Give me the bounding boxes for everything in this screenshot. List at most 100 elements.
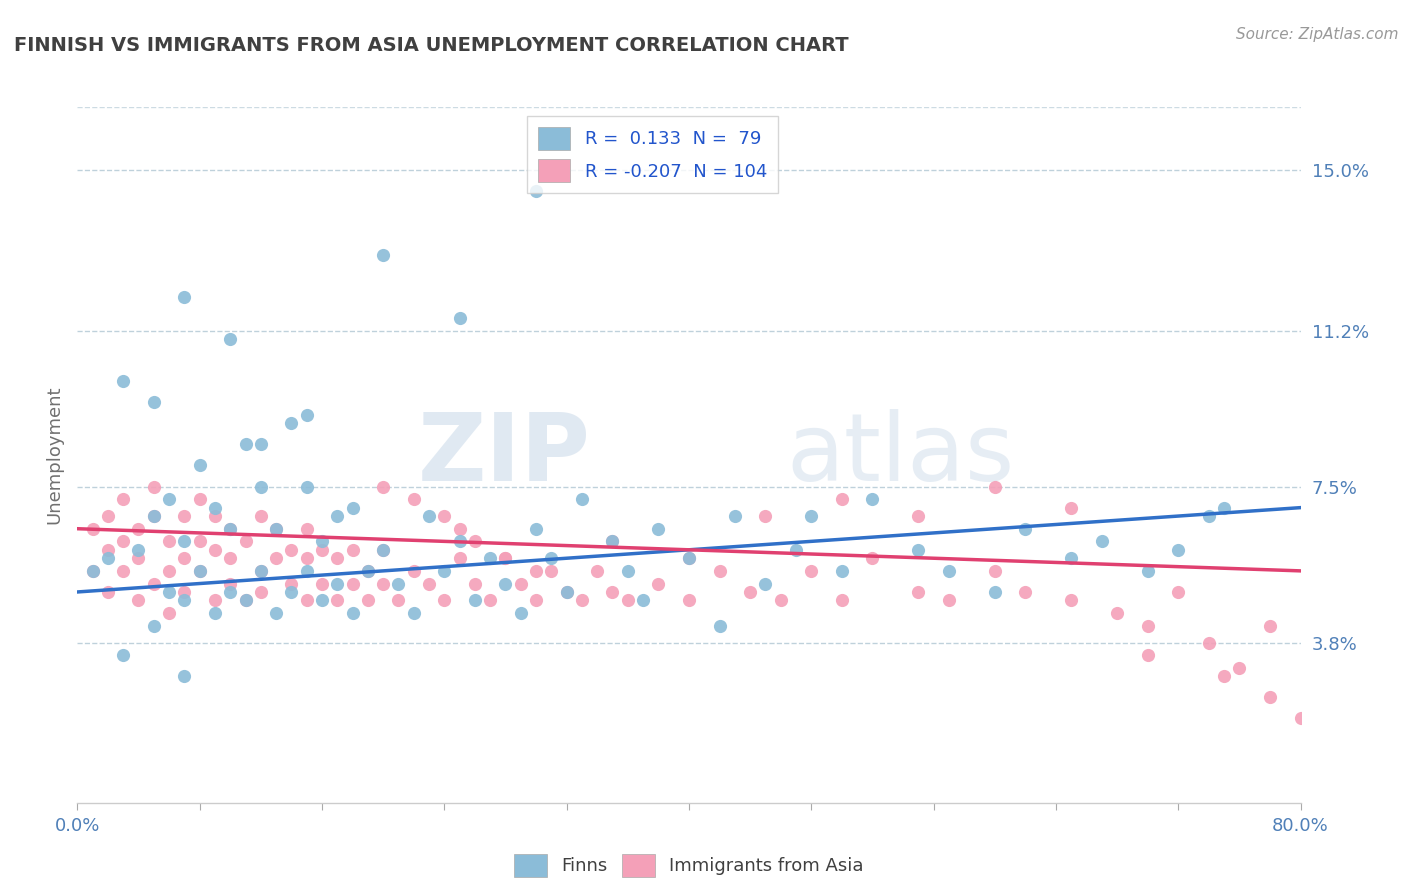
Point	[173, 585, 195, 599]
Point	[862, 551, 884, 566]
Point	[524, 593, 547, 607]
Point	[678, 551, 700, 566]
Point	[754, 509, 776, 524]
Point	[907, 585, 929, 599]
Point	[127, 542, 149, 557]
Point	[142, 618, 165, 632]
Point	[97, 542, 120, 557]
Point	[82, 564, 104, 578]
Point	[371, 247, 394, 261]
Point	[449, 522, 471, 536]
Point	[464, 576, 486, 591]
Point	[264, 522, 287, 536]
Point	[1107, 606, 1129, 620]
Point	[127, 551, 149, 566]
Point	[617, 564, 640, 578]
Point	[509, 606, 531, 620]
Point	[97, 551, 120, 566]
Point	[142, 509, 165, 524]
Text: ZIP: ZIP	[418, 409, 591, 501]
Point	[157, 564, 180, 578]
Point	[1136, 618, 1159, 632]
Point	[1289, 711, 1312, 725]
Point	[235, 593, 257, 607]
Point	[188, 492, 211, 507]
Point	[540, 551, 562, 566]
Point	[219, 576, 242, 591]
Point	[754, 576, 776, 591]
Point	[938, 593, 960, 607]
Point	[617, 593, 640, 607]
Point	[97, 509, 120, 524]
Point	[142, 576, 165, 591]
Point	[127, 593, 149, 607]
Point	[173, 290, 195, 304]
Point	[250, 585, 273, 599]
Point	[157, 534, 180, 549]
Point	[112, 648, 135, 663]
Point	[264, 606, 287, 620]
Point	[1198, 509, 1220, 524]
Point	[326, 593, 349, 607]
Text: Source: ZipAtlas.com: Source: ZipAtlas.com	[1236, 27, 1399, 42]
Point	[112, 492, 135, 507]
Point	[188, 534, 211, 549]
Point	[1060, 551, 1083, 566]
Point	[938, 564, 960, 578]
Point	[831, 564, 853, 578]
Point	[357, 564, 380, 578]
Point	[433, 509, 456, 524]
Point	[724, 509, 747, 524]
Point	[371, 479, 394, 493]
Point	[295, 479, 318, 493]
Point	[295, 564, 318, 578]
Point	[631, 593, 654, 607]
Point	[1060, 593, 1083, 607]
Point	[524, 185, 547, 199]
Point	[1229, 661, 1251, 675]
Point	[1014, 585, 1036, 599]
Point	[831, 593, 853, 607]
Point	[418, 576, 440, 591]
Point	[387, 576, 409, 591]
Point	[97, 585, 120, 599]
Point	[219, 522, 242, 536]
Point	[342, 542, 364, 557]
Point	[342, 606, 364, 620]
Point	[464, 593, 486, 607]
Point	[264, 551, 287, 566]
Point	[495, 551, 517, 566]
Point	[709, 618, 731, 632]
Y-axis label: Unemployment: Unemployment	[45, 385, 63, 524]
Point	[555, 585, 578, 599]
Point	[357, 564, 380, 578]
Point	[250, 479, 273, 493]
Point	[678, 551, 700, 566]
Point	[250, 437, 273, 451]
Point	[173, 551, 195, 566]
Point	[449, 310, 471, 325]
Point	[311, 593, 333, 607]
Point	[402, 606, 425, 620]
Point	[295, 593, 318, 607]
Point	[984, 564, 1007, 578]
Point	[740, 585, 762, 599]
Point	[1136, 648, 1159, 663]
Point	[984, 479, 1007, 493]
Point	[387, 593, 409, 607]
Point	[769, 593, 792, 607]
Text: FINNISH VS IMMIGRANTS FROM ASIA UNEMPLOYMENT CORRELATION CHART: FINNISH VS IMMIGRANTS FROM ASIA UNEMPLOY…	[14, 36, 849, 54]
Point	[173, 593, 195, 607]
Point	[907, 542, 929, 557]
Point	[204, 542, 226, 557]
Point	[219, 332, 242, 346]
Point	[402, 564, 425, 578]
Point	[371, 542, 394, 557]
Point	[250, 564, 273, 578]
Point	[1060, 500, 1083, 515]
Point	[295, 551, 318, 566]
Point	[82, 522, 104, 536]
Point	[235, 437, 257, 451]
Point	[204, 500, 226, 515]
Legend: Finns, Immigrants from Asia: Finns, Immigrants from Asia	[508, 847, 870, 884]
